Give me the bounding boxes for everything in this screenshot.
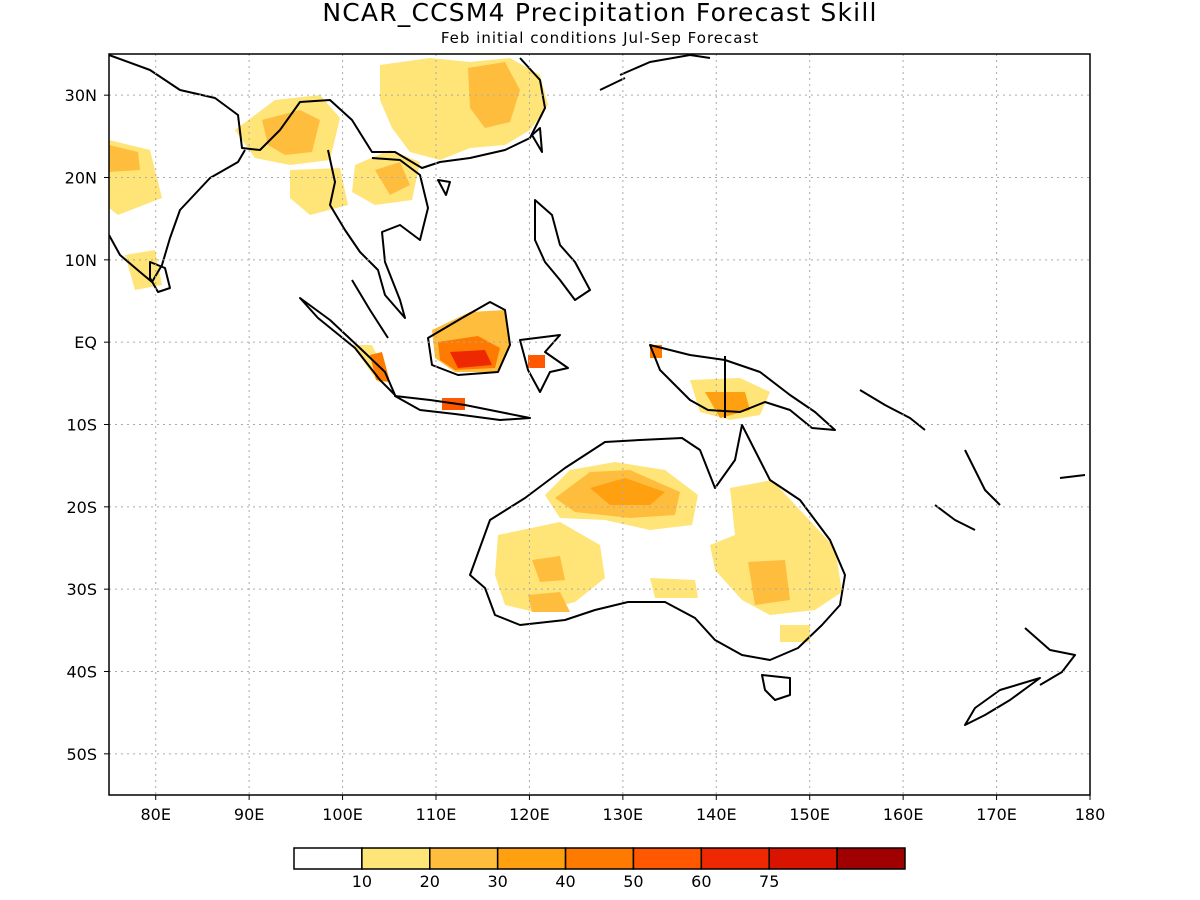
lon-tick-labels: 80E 90E 100E 110E 120E 130E 140E 150E 160E 170E 18…	[140, 795, 1105, 824]
colorbar-label: 20	[420, 872, 440, 891]
skill-region-india-west-core	[109, 145, 140, 172]
colorbar-swatch	[361, 847, 431, 870]
coastline-taiwan	[531, 127, 543, 153]
coastline-vanuatu	[964, 449, 1001, 506]
skill-region-india-south	[125, 250, 162, 290]
coastline-hainan	[437, 179, 451, 196]
colorbar-label: 10	[352, 872, 372, 891]
lon-tick-label: 90E	[234, 805, 264, 824]
coastline-solomon	[859, 389, 926, 431]
coastline-new-zealand-south	[964, 677, 1041, 726]
skill-region-north-australia-core	[590, 478, 665, 505]
lat-tick-label: 40S	[66, 663, 97, 682]
skill-region-east-australia	[710, 480, 842, 615]
colorbar-label: 75	[759, 872, 779, 891]
skill-region-bay-bengal-core	[262, 110, 320, 155]
skill-region-borneo-core	[450, 350, 492, 368]
coastline-new-zealand-north	[1024, 627, 1076, 686]
colorbar-swatch	[496, 847, 567, 870]
lon-tick-label: 120E	[509, 805, 550, 824]
coastline-borneo	[427, 301, 511, 376]
colorbar-swatch	[700, 847, 770, 870]
coastline-new-caledonia	[934, 504, 976, 531]
coastlines	[109, 54, 1086, 726]
coastline-sulawesi	[519, 334, 569, 393]
skill-shading	[109, 58, 842, 642]
lon-tick-label: 170E	[976, 805, 1017, 824]
coastline-new-guinea	[649, 344, 836, 431]
skill-region-west-australia-core2	[532, 556, 565, 582]
coastline-sri-lanka	[149, 261, 171, 293]
lon-tick-label: 100E	[322, 805, 363, 824]
lat-tick-label: EQ	[74, 333, 97, 352]
lon-tick-label: 180	[1075, 805, 1106, 824]
lon-tick-label: 110E	[416, 805, 457, 824]
colorbar-swatch	[836, 847, 906, 870]
coastline-indochina	[327, 149, 429, 319]
lon-tick-label: 160E	[883, 805, 924, 824]
skill-region-east-australia-core	[748, 560, 790, 605]
coastline-tasmania	[761, 674, 791, 701]
lon-tick-label: 130E	[603, 805, 644, 824]
lat-tick-label: 30S	[66, 580, 97, 599]
colorbar-swatch	[632, 847, 703, 870]
lon-tick-label: 140E	[696, 805, 737, 824]
lon-tick-label: 150E	[789, 805, 830, 824]
coastline-fiji	[1059, 474, 1086, 479]
lat-tick-label: 50S	[66, 745, 97, 764]
lat-tick-label: 10N	[65, 251, 97, 270]
lat-tick-label: 30N	[65, 86, 97, 105]
skill-region-south-china	[380, 58, 548, 160]
skill-region-sa	[650, 578, 698, 598]
lat-tick-label: 10S	[66, 416, 97, 435]
colorbar: 10 20 30 40 50 60 75	[293, 847, 906, 891]
coastline-australia	[469, 424, 846, 661]
colorbar-swatch	[768, 847, 838, 870]
colorbar-label: 50	[623, 872, 643, 891]
skill-region-west-australia-core	[528, 592, 570, 612]
colorbar-swatch	[564, 847, 635, 870]
map-title: NCAR_CCSM4 Precipitation Forecast Skill	[322, 0, 878, 27]
lat-tick-label: 20S	[66, 498, 97, 517]
skill-region-sulawesi	[528, 355, 545, 368]
lat-tick-labels: 30N 20N 10N EQ 10S 20S 30S 40S 50S	[65, 86, 109, 764]
coastline-sumatra	[299, 297, 396, 396]
skill-region-north-india	[290, 168, 348, 215]
coastline-malay	[351, 279, 389, 339]
colorbar-swatch	[429, 847, 499, 870]
map-subtitle: Feb initial conditions Jul-Sep Forecast	[440, 29, 760, 47]
coastline-asia-mainland	[109, 54, 546, 169]
map-frame	[108, 53, 1091, 796]
skill-region-se-australia	[780, 625, 810, 642]
coastline-philippines	[534, 199, 591, 301]
coastline-japan	[599, 54, 711, 91]
lon-tick-label: 80E	[140, 805, 170, 824]
colorbar-label: 30	[487, 872, 507, 891]
colorbar-label: 40	[555, 872, 575, 891]
lat-tick-label: 20N	[65, 169, 97, 188]
skill-region-indochina-core	[375, 162, 410, 195]
coastline-india	[109, 149, 246, 283]
grid-lines	[109, 54, 1090, 795]
coastline-java	[394, 395, 531, 421]
colorbar-swatch	[293, 847, 363, 870]
colorbar-label: 60	[691, 872, 711, 891]
